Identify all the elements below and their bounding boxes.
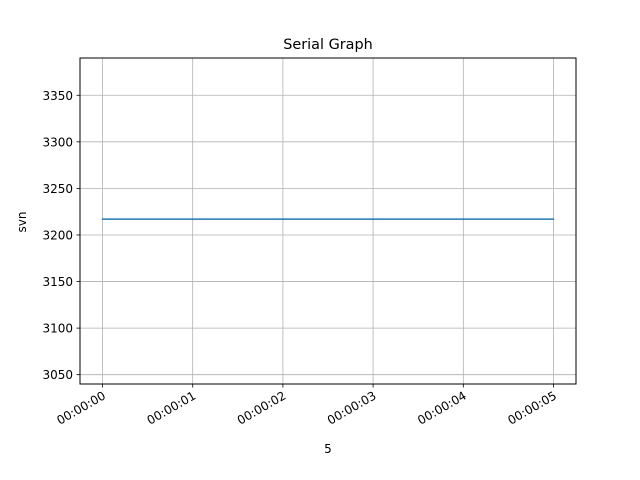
data-point <box>552 218 555 220</box>
y-tick-label: 3050 <box>42 368 73 382</box>
y-tick-label: 3200 <box>42 228 73 242</box>
grid <box>80 58 576 384</box>
y-tick-label: 3350 <box>42 89 73 103</box>
series-layer <box>101 218 555 220</box>
chart-title: Serial Graph <box>283 37 372 53</box>
data-point <box>372 218 374 220</box>
x-axis-label: 5 <box>324 442 332 456</box>
data-point <box>101 218 104 220</box>
y-axis-ticks: 3050 3100 3150 3200 3250 3300 3350 <box>42 89 80 382</box>
plot-frame <box>79 57 577 385</box>
data-point <box>191 218 194 220</box>
data-point <box>462 218 465 220</box>
y-tick-label: 3300 <box>42 135 73 149</box>
y-tick-label: 3100 <box>42 322 73 336</box>
y-axis-label: svn <box>15 212 29 233</box>
y-tick-label: 3250 <box>42 182 73 196</box>
data-point <box>282 218 284 220</box>
y-tick-label: 3150 <box>42 275 73 289</box>
